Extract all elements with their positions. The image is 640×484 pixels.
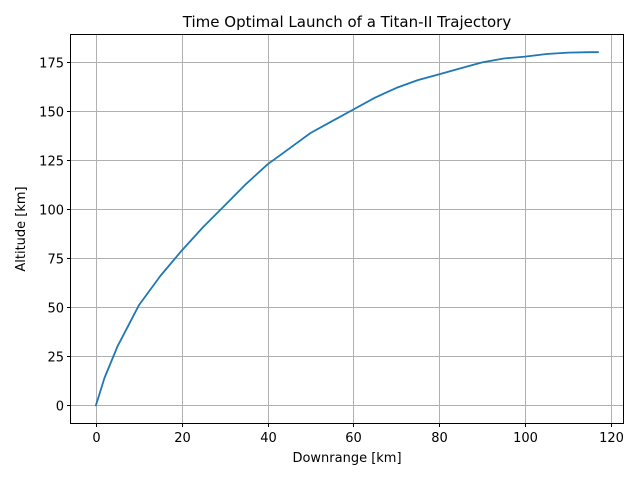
tick-layer: 0 20 40 60 80 100 120 0 25 50 75 100 125 150 175	[39, 57, 624, 447]
y-tick-label: 50	[47, 302, 64, 317]
y-tick-label: 0	[56, 400, 64, 415]
y-tick-label: 175	[39, 57, 64, 72]
x-tick-label: 20	[174, 431, 191, 446]
x-tick-label: 120	[599, 431, 624, 446]
trajectory-line	[95, 51, 599, 407]
y-tick-label: 150	[39, 106, 64, 121]
x-tick-label: 100	[513, 431, 538, 446]
x-axis-label: Downrange [km]	[292, 451, 401, 466]
y-axis-label: Altitude [km]	[14, 186, 29, 271]
chart-title: Time Optimal Launch of a Titan-II Trajec…	[182, 13, 512, 31]
y-tick-label: 125	[39, 155, 64, 170]
y-tick-label: 75	[47, 253, 64, 268]
x-tick-label: 0	[92, 431, 100, 446]
y-tick-label: 25	[47, 351, 64, 366]
grid-layer	[71, 35, 623, 423]
x-tick-label: 60	[345, 431, 362, 446]
x-tick-label: 40	[260, 431, 277, 446]
series-layer	[95, 51, 599, 407]
x-tick-label: 80	[431, 431, 448, 446]
plot-frame	[70, 34, 624, 424]
y-tick-label: 100	[39, 204, 64, 219]
